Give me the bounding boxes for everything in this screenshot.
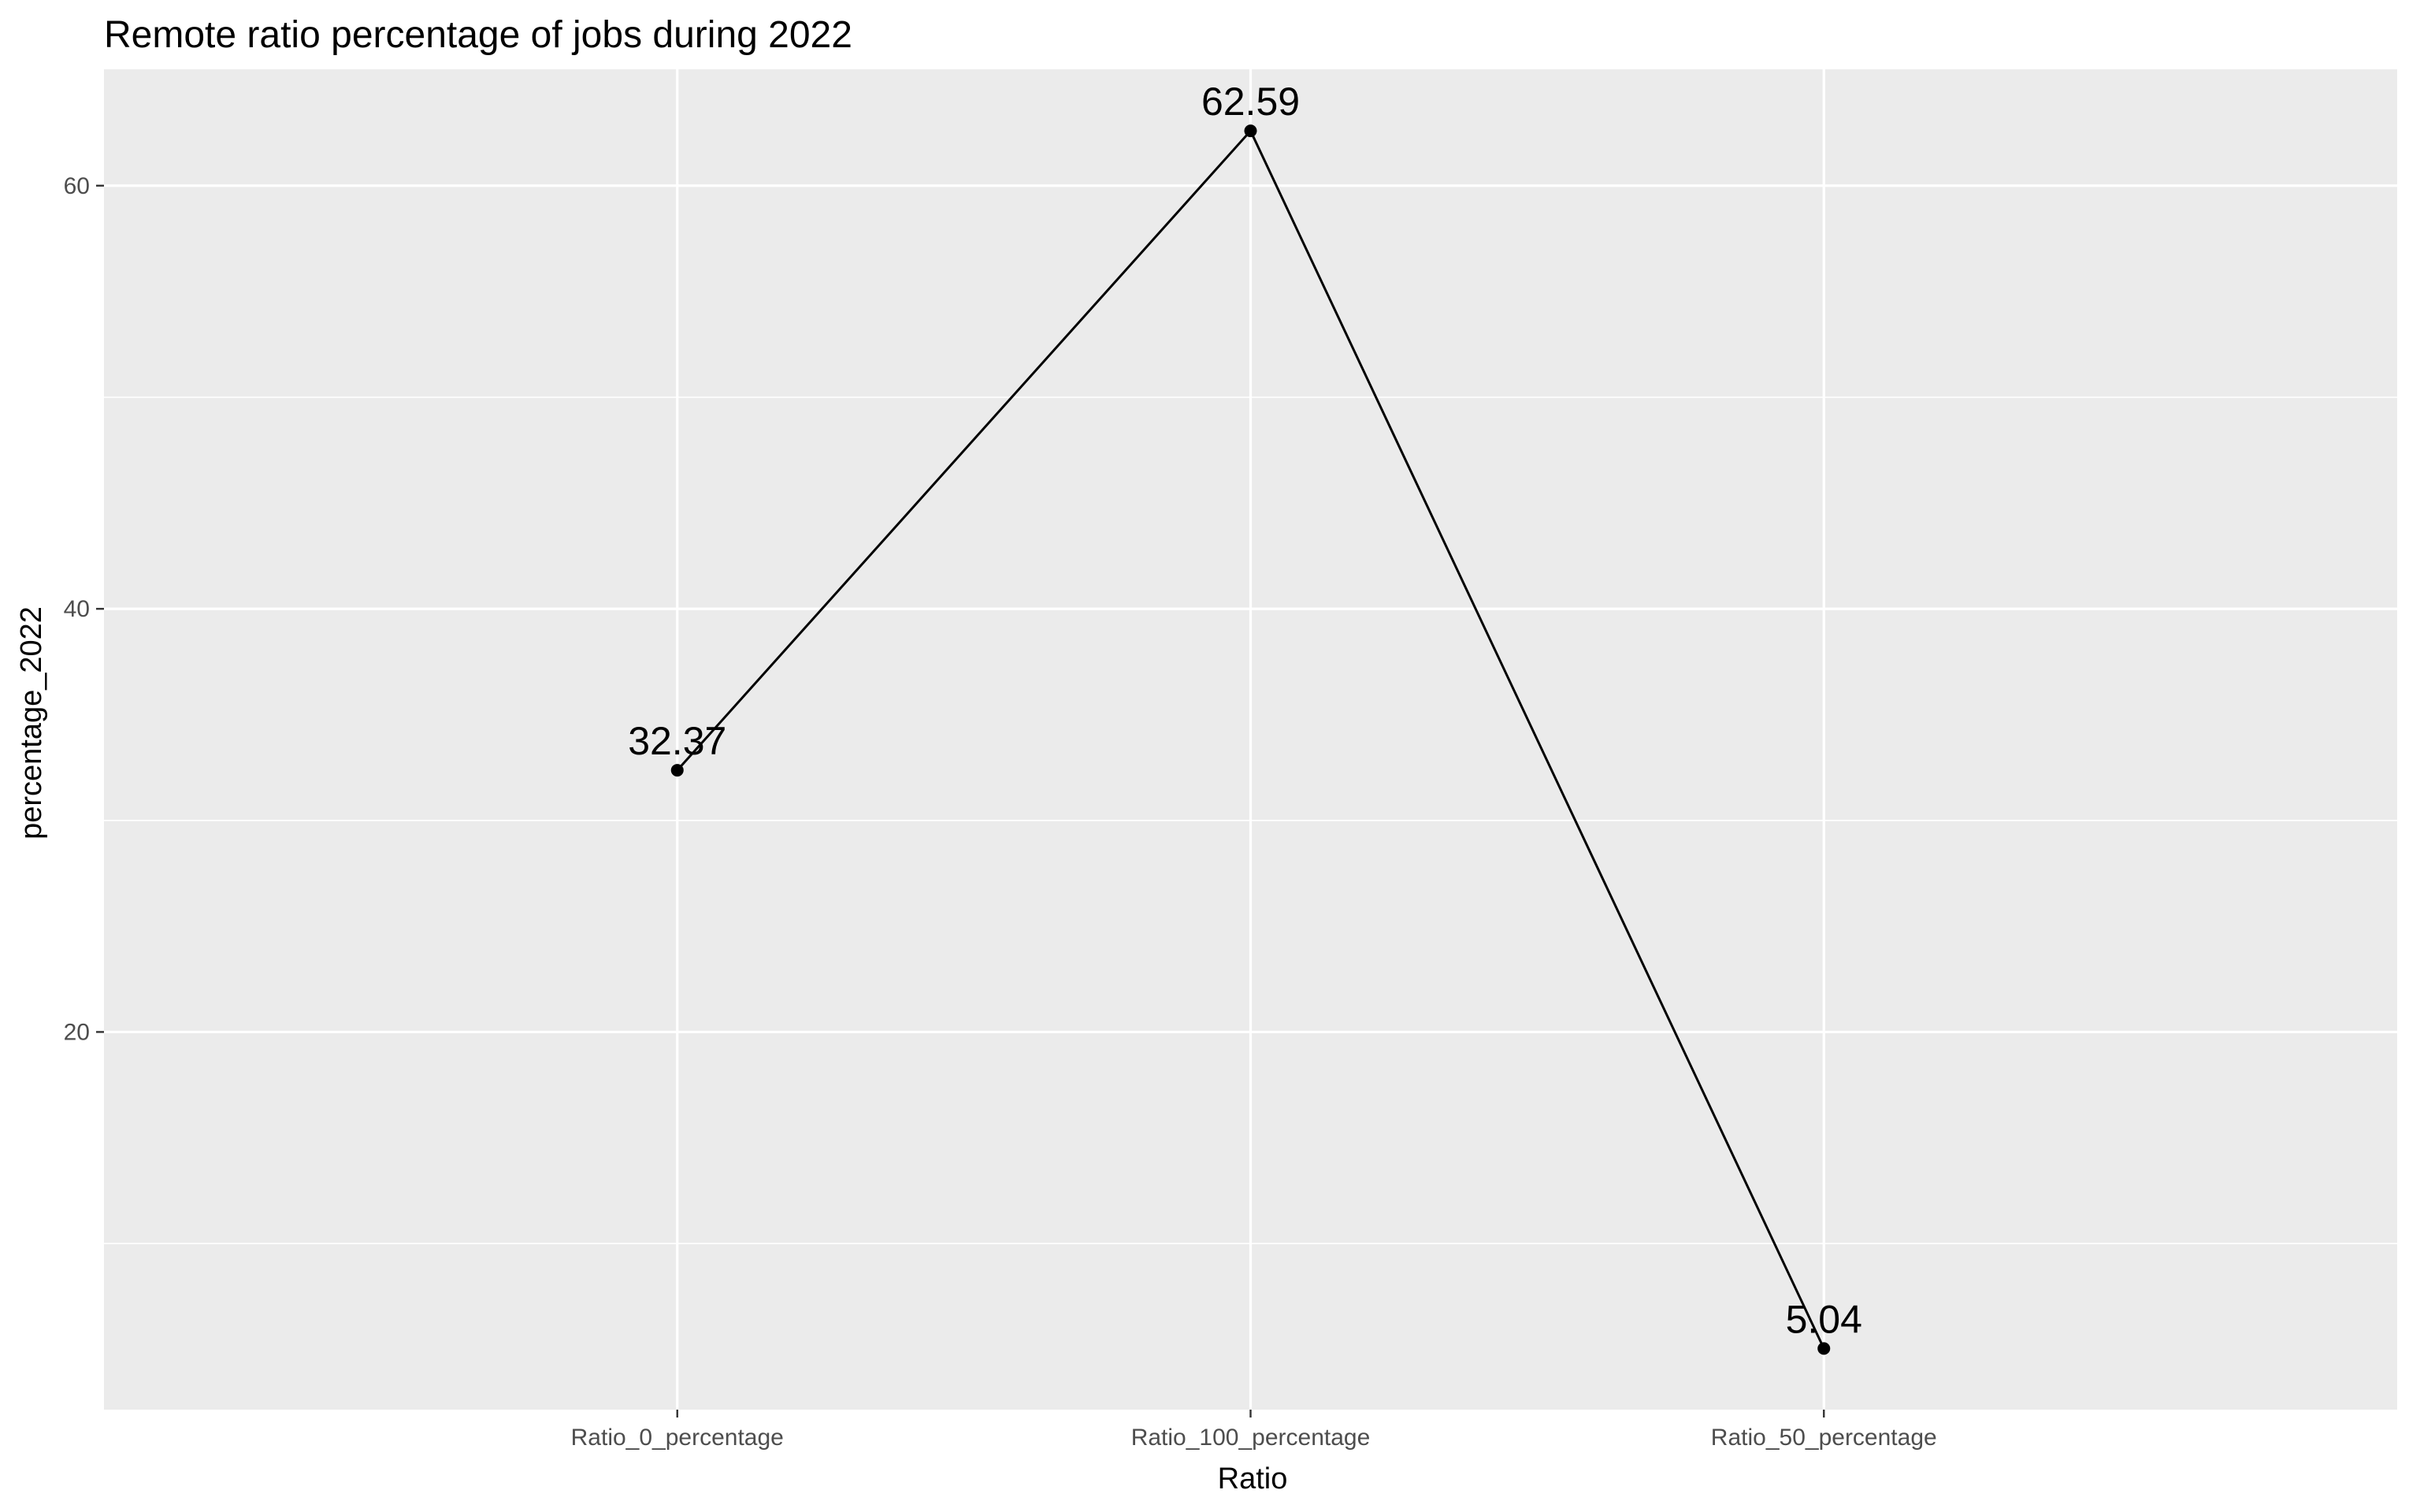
y-axis: 20 40 60 <box>64 173 104 1045</box>
data-label: 5.04 <box>1786 1297 1862 1341</box>
data-points <box>670 124 1831 1355</box>
x-axis-title: Ratio <box>1218 1462 1288 1495</box>
data-label: 32.37 <box>628 719 726 763</box>
x-tick-label: Ratio_100_percentage <box>1131 1425 1371 1451</box>
x-tick-label: Ratio_50_percentage <box>1711 1425 1937 1451</box>
y-tick-label: 60 <box>64 173 90 199</box>
y-axis-title: percentage_2022 <box>15 606 48 839</box>
x-axis: Ratio_0_percentage Ratio_100_percentage Ra… <box>571 1410 1937 1451</box>
x-tick-label: Ratio_0_percentage <box>571 1425 784 1451</box>
chart-title: Remote ratio percentage of jobs during 2… <box>104 14 852 56</box>
y-tick-label: 20 <box>64 1019 90 1045</box>
data-point <box>1817 1342 1831 1355</box>
data-point <box>670 764 684 777</box>
major-gridlines <box>104 69 2397 1410</box>
y-tick-label: 40 <box>64 596 90 622</box>
data-labels: 32.37 62.59 5.04 <box>628 80 1862 1341</box>
data-point <box>1244 124 1257 138</box>
data-label: 62.59 <box>1201 80 1300 124</box>
